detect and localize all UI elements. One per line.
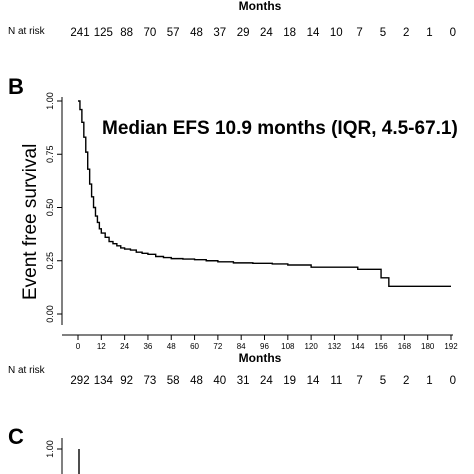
- n-at-risk-value: 11: [330, 375, 343, 387]
- top-n-at-risk-label: N at risk: [8, 26, 45, 37]
- n-at-risk-value: 37: [213, 27, 227, 39]
- n-at-risk-value: 7: [356, 27, 363, 39]
- n-at-risk-value: 1: [426, 375, 433, 387]
- x-tick-label: 24: [120, 342, 129, 351]
- n-at-risk-value: 2: [402, 27, 410, 39]
- n-at-risk-value: 88: [120, 27, 133, 39]
- n-at-risk-value: 48: [190, 27, 203, 39]
- n-at-risk-value: 241: [70, 27, 90, 39]
- n-at-risk-value: 24: [259, 375, 273, 387]
- y-tick-label: 0.50: [45, 199, 55, 217]
- n-at-risk-value: 14: [306, 27, 320, 39]
- n-at-risk-value: 70: [143, 27, 157, 39]
- n-at-risk-value: 40: [213, 375, 227, 387]
- panel-c-y-tick-label: 1.00: [45, 440, 55, 458]
- n-at-risk-value: 48: [190, 375, 203, 387]
- n-at-risk-value: 73: [143, 375, 157, 387]
- km-survival-curve: [78, 100, 451, 288]
- x-axis-label: Months: [238, 351, 282, 365]
- x-ticks: 0 12 24 36 48 60 72 84 96 108 120 132 144 156 168 180 19…: [76, 335, 458, 351]
- n-at-risk-value: 58: [166, 375, 180, 387]
- x-tick-label: 84: [237, 342, 246, 351]
- x-tick-label: 108: [281, 342, 295, 351]
- top-x-axis-label: Months: [238, 0, 282, 13]
- panel-c-letter: C: [8, 424, 24, 449]
- x-tick-label: 156: [374, 342, 388, 351]
- x-tick-label: 120: [304, 342, 318, 351]
- x-tick-label: 12: [97, 342, 106, 351]
- n-at-risk-value: 14: [306, 375, 320, 387]
- n-at-risk-value: 19: [283, 375, 297, 387]
- x-tick-label: 144: [351, 342, 365, 351]
- x-tick-label: 180: [421, 342, 435, 351]
- n-at-risk-value: 10: [329, 27, 343, 39]
- x-tick-label: 96: [260, 342, 269, 351]
- x-tick-label: 132: [328, 342, 342, 351]
- n-at-risk-value: 29: [236, 27, 250, 39]
- n-at-risk-value: 0: [449, 375, 456, 387]
- n-at-risk-value: 92: [120, 375, 133, 387]
- x-tick-label: 36: [143, 342, 152, 351]
- panel-b-letter: B: [8, 74, 24, 99]
- x-tick-label: 60: [190, 342, 199, 351]
- y-tick-label: 0.25: [45, 252, 55, 270]
- y-ticks: 0.00 0.25 0.50 0.75 1.00: [45, 92, 62, 323]
- n-at-risk-value: 5: [379, 27, 387, 39]
- x-tick-label: 192: [444, 342, 458, 351]
- x-tick-label: 0: [76, 342, 81, 351]
- n-at-risk-value: 125: [93, 27, 113, 39]
- n-at-risk-value: 2: [402, 375, 410, 387]
- n-at-risk-value: 292: [70, 375, 90, 387]
- n-at-risk-value: 5: [379, 375, 387, 387]
- n-at-risk-value: 134: [93, 375, 113, 387]
- n-at-risk-value: 18: [283, 27, 297, 39]
- y-tick-label: 0.00: [45, 305, 55, 323]
- x-tick-label: 72: [213, 342, 222, 351]
- y-tick-label: 1.00: [45, 92, 55, 110]
- n-at-risk-value: 1: [426, 27, 433, 39]
- x-tick-label: 168: [398, 342, 412, 351]
- median-efs-annotation: Median EFS 10.9 months (IQR, 4.5-67.1): [102, 118, 458, 139]
- n-at-risk-value: 57: [166, 27, 180, 39]
- n-at-risk-value: 7: [356, 375, 363, 387]
- n-at-risk-value: 0: [449, 27, 456, 39]
- n-at-risk-label: N at risk: [8, 365, 45, 376]
- n-at-risk-value: 24: [259, 27, 273, 39]
- n-at-risk-value: 31: [236, 375, 250, 387]
- x-tick-label: 48: [167, 342, 176, 351]
- y-tick-label: 0.75: [45, 145, 55, 163]
